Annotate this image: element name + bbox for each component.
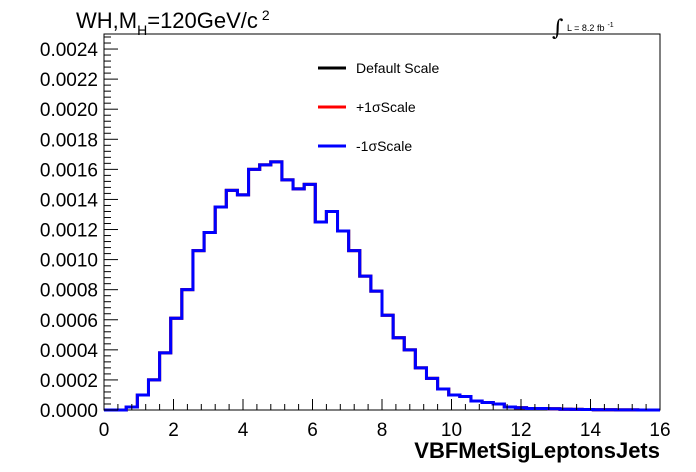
y-tick-label: 0.0024: [40, 40, 99, 61]
x-tick-label: 6: [307, 420, 318, 441]
x-tick-label: 2: [168, 420, 179, 441]
series-line-2: [104, 160, 660, 412]
title-main: WH,M: [76, 8, 137, 33]
x-tick-label: 8: [377, 420, 388, 441]
x-tick-label: 16: [649, 420, 670, 441]
title-rest: =120GeV/c: [147, 8, 258, 33]
legend-label-1: +1σScale: [356, 99, 416, 115]
legend: Default Scale +1σScale -1σScale: [318, 60, 439, 154]
y-tick-label: 0.0006: [40, 311, 98, 332]
y-tick-label: 0.0002: [40, 371, 98, 392]
x-tick-label: 4: [238, 420, 249, 441]
lumi-text: L = 8.2 fb -1: [567, 22, 614, 33]
y-tick-label: 0.0008: [40, 281, 98, 302]
x-tick-label: 0: [99, 420, 110, 441]
y-tick-label: 0.0016: [40, 160, 98, 181]
y-tick-label: 0.0014: [40, 190, 99, 211]
integral-symbol: ∫: [552, 16, 564, 41]
lumi-label: ∫ L = 8.2 fb -1: [552, 16, 614, 41]
legend-label-2: -1σScale: [356, 138, 412, 154]
x-tick-label: 12: [510, 420, 531, 441]
x-tick-label: 10: [441, 420, 462, 441]
y-tick-label: 0.0004: [40, 341, 99, 362]
axes-layer: 0 2 4 6 8 10 12 14 16 0.0000 0.0002 0.0004 0.0006 0.0…: [40, 36, 671, 441]
chart-title: WH,MH=120GeV/c 2: [76, 7, 270, 38]
x-axis-label: VBFMetSigLeptonsJets: [414, 438, 660, 463]
x-tick-label: 14: [580, 420, 602, 441]
y-tick-label: 0.0022: [40, 70, 98, 91]
y-tick-label: 0.0000: [40, 401, 98, 422]
series-layer: [104, 160, 660, 412]
y-tick-label: 0.0012: [40, 221, 98, 242]
y-tick-label: 0.0020: [40, 100, 98, 121]
title-subscript: H: [137, 22, 147, 38]
legend-label-0: Default Scale: [356, 60, 439, 76]
y-tick-label: 0.0018: [40, 130, 98, 151]
y-tick-label: 0.0010: [40, 251, 98, 272]
title-superscript: 2: [262, 7, 270, 23]
